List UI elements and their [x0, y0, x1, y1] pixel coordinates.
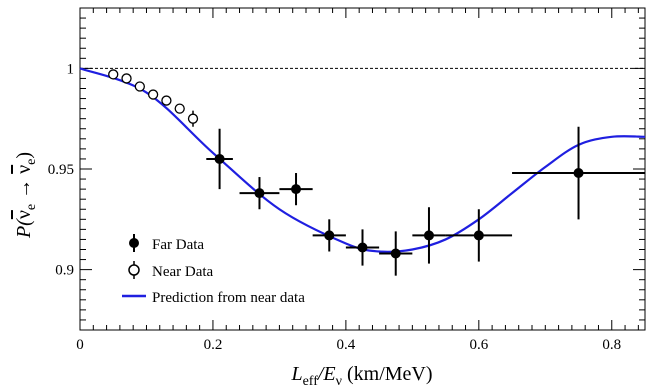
near-data-point [121, 73, 132, 84]
legend-entry-far-data: Far Data [129, 234, 204, 253]
far-data-point [473, 230, 484, 241]
legend-entry-prediction: Prediction from near data [122, 290, 305, 306]
far-data-point [254, 188, 265, 199]
legend-far-marker [129, 238, 139, 248]
far-data-point [357, 242, 368, 253]
near-data-point [187, 113, 199, 124]
legend-near-label: Near Data [152, 264, 214, 280]
plot-frame [79, 7, 646, 331]
x-tick-label: 0.6 [469, 337, 488, 353]
far-data-point [423, 230, 434, 241]
near-data-point [174, 103, 185, 114]
near-data-point [161, 95, 172, 106]
plot-area: 0 0.2 0.4 0.6 0.8 0.9 0.95 1 [48, 7, 646, 353]
x-axis-label: Leff/Eν (km/MeV) [290, 363, 432, 389]
x-tick-label: 0 [76, 337, 84, 353]
legend-entry-near-data: Near Data [128, 261, 214, 280]
far-data-point [324, 230, 335, 241]
legend-near-marker [128, 264, 140, 276]
y-tick-label: 1 [67, 61, 75, 77]
x-tick-label: 0.4 [337, 337, 356, 353]
far-data-point [573, 168, 584, 179]
far-data-point [214, 153, 225, 164]
x-tick-label: 0.2 [204, 337, 223, 353]
y-tick-label: 0.9 [55, 263, 74, 279]
near-data-point [147, 89, 159, 100]
prediction-curve [79, 67, 646, 254]
near-data-point [108, 69, 119, 80]
far-data-point [390, 248, 401, 259]
legend-prediction-label: Prediction from near data [152, 290, 305, 306]
legend-far-label: Far Data [152, 237, 204, 253]
x-tick-label: 0.8 [602, 337, 621, 353]
far-data-point [291, 184, 302, 195]
near-data-point [134, 81, 145, 92]
y-axis-label: P(νe → νe) [13, 152, 39, 239]
legend: Far Data Near Data Prediction from near … [122, 234, 305, 306]
y-tick-label: 0.95 [48, 162, 74, 178]
